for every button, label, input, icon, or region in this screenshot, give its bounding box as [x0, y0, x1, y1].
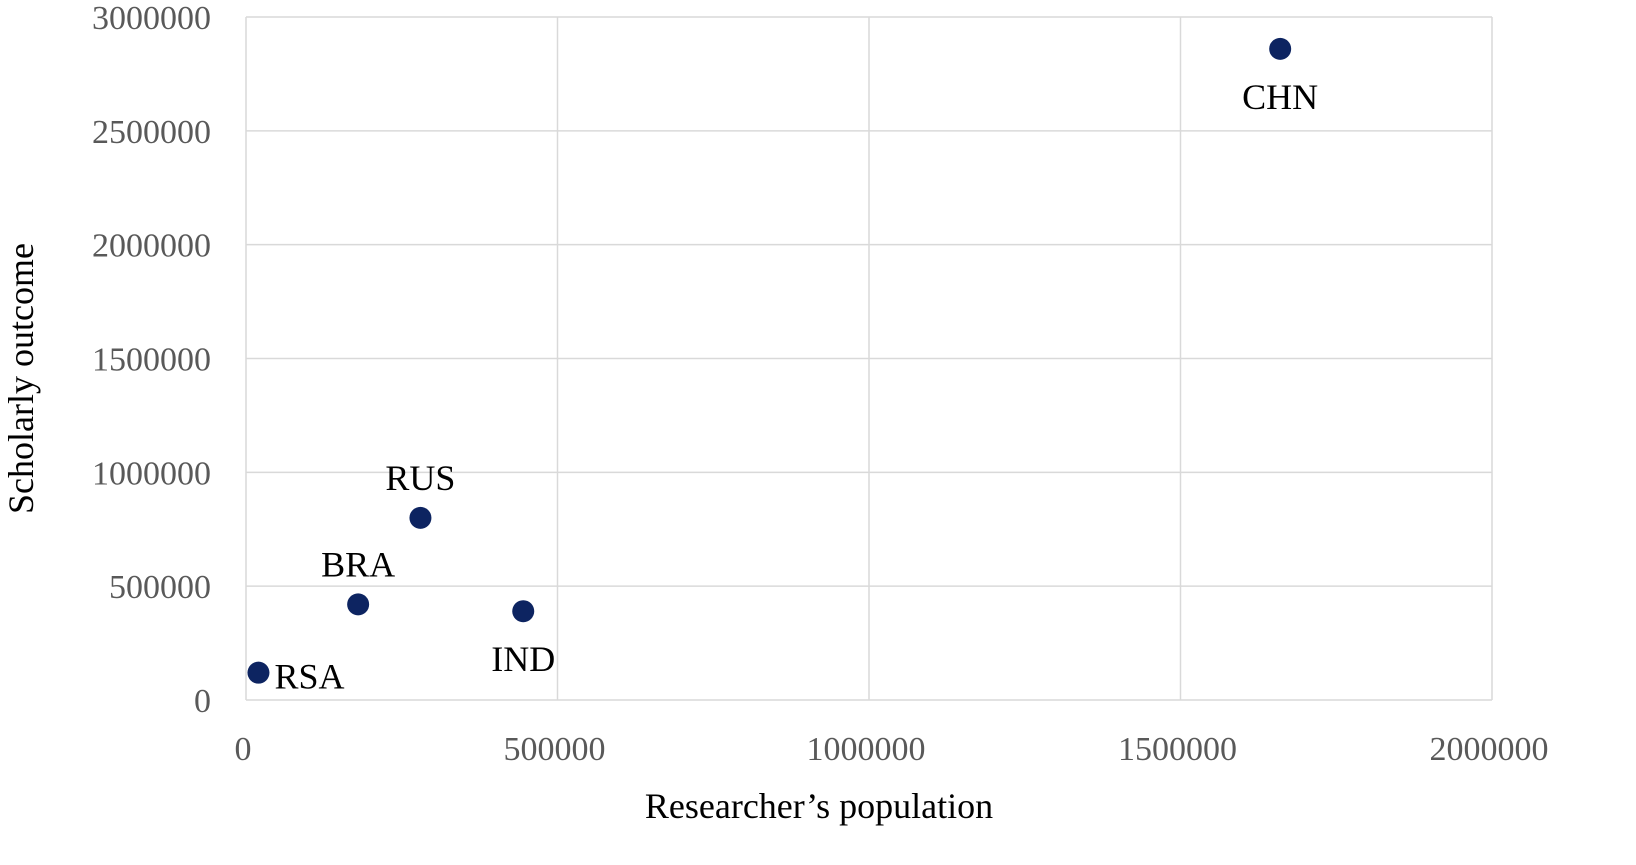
grid [245, 16, 1493, 701]
y-tick-label: 1000000 [92, 455, 211, 492]
y-tick-label: 3000000 [92, 0, 211, 37]
x-tick-label: 0 [235, 731, 252, 768]
point-labels: RSA BRA RUS IND CHN [274, 77, 1318, 697]
y-tick-label: 500000 [109, 569, 211, 606]
x-tick-label: 1500000 [1118, 731, 1237, 768]
y-axis-ticks: 0 500000 1000000 1500000 2000000 2500000 30000… [92, 0, 211, 720]
y-tick-label: 2500000 [92, 114, 211, 151]
data-point-ind [512, 600, 535, 623]
x-axis-title: Researcher’s population [645, 786, 993, 826]
x-tick-label: 2000000 [1430, 731, 1549, 768]
data-point-bra [347, 593, 370, 616]
x-axis-ticks: 0 500000 1000000 1500000 2000000 [235, 731, 1549, 768]
y-tick-label: 2000000 [92, 228, 211, 265]
point-label-ind: IND [491, 639, 555, 679]
point-label-chn: CHN [1242, 77, 1318, 117]
data-point-chn [1269, 37, 1292, 60]
point-label-rus: RUS [385, 458, 455, 498]
data-point-rsa [247, 661, 270, 684]
data-points [247, 37, 1292, 684]
data-point-rus [409, 506, 432, 529]
y-tick-label: 1500000 [92, 342, 211, 379]
point-label-rsa: RSA [274, 657, 344, 697]
point-label-bra: BRA [321, 544, 395, 584]
y-tick-label: 0 [194, 683, 211, 720]
x-tick-label: 1000000 [807, 731, 926, 768]
x-tick-label: 500000 [504, 731, 606, 768]
y-axis-title: Scholarly outcome [1, 243, 41, 514]
